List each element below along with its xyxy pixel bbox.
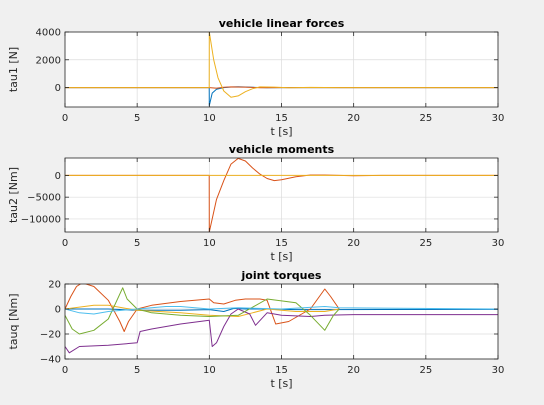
x-tick-label: 0	[62, 365, 68, 376]
series-line-1	[65, 307, 498, 312]
subplot-2: 0 5 10 15 20 25 30 −10000 −5000 0 vehicle moments t…	[7, 143, 504, 263]
x-tick-label: 30	[492, 365, 505, 376]
x-tick-label: 25	[419, 113, 432, 124]
series-line-2	[65, 284, 340, 332]
x-axis-label: t [s]	[270, 377, 292, 390]
x-tick-label: 15	[275, 365, 288, 376]
y-tick-label: −10000	[21, 214, 61, 225]
x-tick-label: 15	[275, 238, 288, 249]
x-axis-label: t [s]	[270, 250, 292, 263]
subplot-title: joint torques	[241, 269, 322, 282]
x-tick-label: 10	[203, 113, 216, 124]
x-tick-label: 10	[203, 238, 216, 249]
series-group	[65, 284, 498, 354]
subplot-title: vehicle linear forces	[219, 17, 345, 30]
series-line-4	[65, 308, 498, 354]
y-axis-label: tau2 [Nm]	[7, 167, 20, 223]
subplot-1: 0 5 10 15 20 25 30 0 2000 4000 vehicle linear forc…	[7, 17, 504, 138]
x-tick-label: 20	[347, 113, 360, 124]
x-tick-label: 20	[347, 365, 360, 376]
x-tick-label: 5	[134, 113, 140, 124]
y-tick-label: 0	[55, 171, 61, 182]
y-tick-label: 2000	[36, 55, 61, 66]
y-tick-label: 4000	[36, 28, 61, 39]
x-tick-label: 0	[62, 113, 68, 124]
x-tick-label: 15	[275, 113, 288, 124]
subplot-title: vehicle moments	[229, 143, 335, 156]
x-tick-label: 0	[62, 238, 68, 249]
x-tick-label: 25	[419, 365, 432, 376]
y-tick-label: −20	[40, 330, 61, 341]
y-tick-label: 20	[48, 280, 61, 291]
y-tick-label: −40	[40, 355, 61, 366]
series-group	[65, 32, 498, 107]
series-group	[65, 158, 498, 232]
y-axis-label: tauq [Nm]	[7, 293, 20, 349]
x-tick-label: 20	[347, 238, 360, 249]
x-tick-label: 5	[134, 365, 140, 376]
x-tick-label: 5	[134, 238, 140, 249]
x-tick-label: 10	[203, 365, 216, 376]
x-tick-label: 30	[492, 113, 505, 124]
x-tick-label: 30	[492, 238, 505, 249]
y-axis-label: tau1 [N]	[7, 47, 20, 92]
series-line-5	[65, 287, 340, 335]
series-line-2	[65, 86, 498, 89]
series-line-6	[65, 306, 498, 315]
x-axis-label: t [s]	[270, 125, 292, 138]
series-line-3	[65, 32, 498, 98]
x-tick-label: 25	[419, 238, 432, 249]
y-tick-label: 0	[55, 305, 61, 316]
subplot-3: 0 5 10 15 20 25 30 −40 −20 0 20 joint torques t [s] t…	[7, 269, 504, 390]
y-tick-label: 0	[55, 83, 61, 94]
y-tick-label: −5000	[27, 193, 61, 204]
